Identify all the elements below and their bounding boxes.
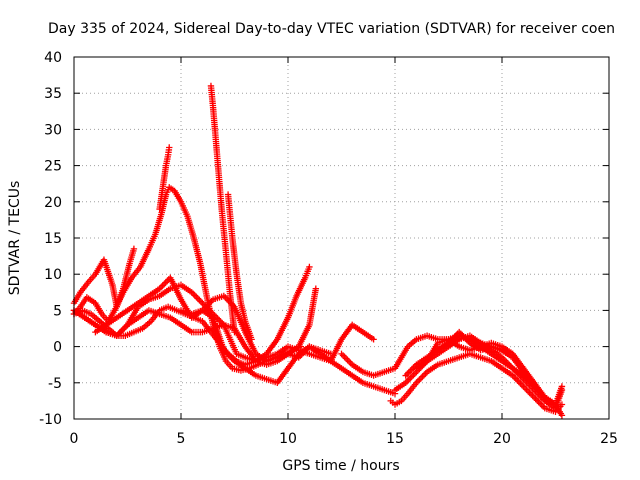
data-point-track-k	[345, 358, 353, 365]
data-point-track-h	[119, 326, 127, 333]
y-tick-label: 25	[44, 159, 62, 175]
data-point-track-g	[191, 292, 198, 299]
data-point-track-e	[306, 263, 313, 271]
x-tick-label: 10	[279, 431, 297, 447]
data-point-track-i	[312, 285, 320, 292]
y-tick-label: 15	[44, 231, 62, 247]
data-point-track-n	[558, 412, 566, 419]
data-point-track-l	[419, 373, 426, 380]
data-point-track-j	[327, 350, 334, 358]
data-point-track-l	[420, 371, 428, 379]
x-tick-label: 5	[177, 431, 186, 447]
data-point-track-k	[341, 353, 348, 361]
plot-area	[70, 82, 566, 419]
data-point-track-k	[338, 350, 345, 358]
data-point-track-g	[196, 296, 203, 304]
data-point-track-i	[162, 279, 169, 286]
data-point-track-h	[121, 324, 128, 332]
y-tick-label: -5	[48, 376, 62, 392]
x-axis-label: GPS time / hours	[282, 458, 399, 474]
x-tick-label: 25	[600, 431, 618, 447]
y-tick-label: 0	[53, 340, 62, 356]
y-tick-label: -10	[39, 412, 62, 428]
x-tick-label: 20	[493, 431, 511, 447]
data-point-track-g	[217, 318, 224, 325]
y-tick-label: 10	[44, 267, 62, 283]
data-point-track-i	[160, 280, 168, 288]
y-axis-label: SDTVAR / TECUs	[7, 181, 23, 296]
data-point-track-l	[414, 378, 422, 385]
grid-lines	[74, 57, 609, 419]
plot-frame	[73, 56, 610, 420]
y-tick-label: 35	[44, 86, 62, 102]
y-tick-label: 5	[53, 303, 62, 319]
data-point-track-p	[558, 383, 566, 390]
y-tick-label: 20	[44, 195, 62, 211]
data-point-track-g	[194, 295, 202, 302]
data-point-track-g	[370, 336, 377, 343]
data-point-track-l	[538, 401, 545, 409]
y-tick-label: 30	[44, 122, 62, 138]
x-tick-label: 0	[70, 431, 79, 447]
data-point-track-g	[197, 298, 205, 305]
data-point-track-i	[159, 282, 166, 289]
data-point-track-k	[342, 355, 350, 362]
data-point-track-f	[130, 245, 138, 253]
data-point-track-k	[339, 352, 347, 359]
data-point-track-m	[405, 376, 412, 383]
data-point-track-b	[166, 144, 173, 151]
y-tick-label: 40	[44, 50, 62, 66]
chart-title: Day 335 of 2024, Sidereal Day-to-day VTE…	[48, 21, 615, 37]
data-point-track-l	[417, 374, 425, 382]
data-point-track-k	[344, 356, 351, 364]
data-point-track-g	[193, 293, 200, 301]
data-point-track-l	[416, 376, 423, 383]
x-tick-label: 15	[386, 431, 404, 447]
